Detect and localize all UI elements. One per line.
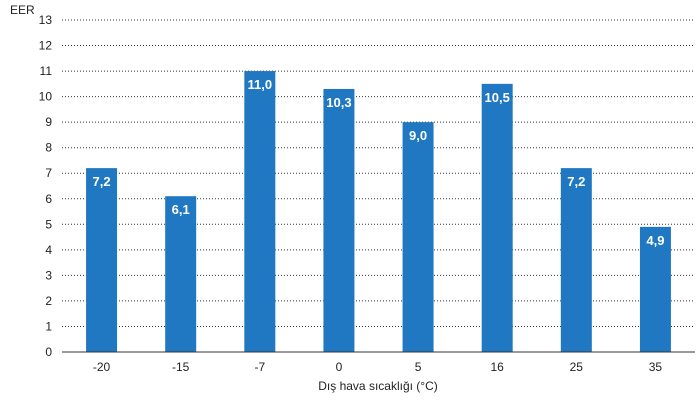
y-tick-label: 5 bbox=[45, 217, 52, 231]
x-tick-label: 5 bbox=[415, 360, 422, 374]
y-axis-title: EER bbox=[10, 3, 35, 17]
bar-value-label: 10,5 bbox=[485, 90, 510, 105]
bar bbox=[402, 122, 434, 353]
bar bbox=[481, 83, 513, 352]
y-tick-label: 2 bbox=[45, 294, 52, 308]
bar-value-labels: 7,2 6,1 11,0 10,3 9,0 10,5 7,2 4,9 bbox=[93, 77, 665, 248]
x-tick-label: -15 bbox=[172, 360, 190, 374]
bar bbox=[86, 168, 118, 352]
x-axis-title: Dış hava sıcaklığı (°C) bbox=[318, 379, 438, 393]
x-tick-label: 35 bbox=[649, 360, 663, 374]
y-tick-label: 13 bbox=[39, 13, 53, 27]
y-tick-label: 8 bbox=[45, 141, 52, 155]
x-tick-label: -7 bbox=[254, 360, 265, 374]
bar bbox=[639, 226, 671, 352]
y-tick-label: 4 bbox=[45, 243, 52, 257]
y-tick-label: 9 bbox=[45, 115, 52, 129]
y-tick-label: 6 bbox=[45, 192, 52, 206]
bar-value-label: 4,9 bbox=[646, 233, 664, 248]
bar-value-label: 9,0 bbox=[409, 128, 427, 143]
y-tick-label: 3 bbox=[45, 268, 52, 282]
bar bbox=[323, 88, 355, 352]
x-tick-label: 16 bbox=[491, 360, 505, 374]
gridlines bbox=[62, 19, 695, 327]
x-tick-label: 0 bbox=[336, 360, 343, 374]
bar-value-label: 10,3 bbox=[326, 95, 351, 110]
y-tick-label: 1 bbox=[45, 319, 52, 333]
y-tick-label: 10 bbox=[39, 90, 53, 104]
bars bbox=[86, 71, 671, 353]
bar-value-label: 11,0 bbox=[248, 77, 273, 92]
x-axis-ticks: -20 -15 -7 0 5 16 25 35 bbox=[93, 360, 663, 374]
bar bbox=[165, 196, 197, 352]
bar-value-label: 7,2 bbox=[567, 174, 585, 189]
y-tick-label: 12 bbox=[39, 39, 53, 53]
bar bbox=[244, 71, 276, 353]
x-tick-label: -20 bbox=[93, 360, 111, 374]
y-tick-label: 0 bbox=[45, 345, 52, 359]
bar-value-label: 7,2 bbox=[93, 174, 111, 189]
bar bbox=[560, 168, 592, 352]
y-tick-label: 11 bbox=[40, 64, 53, 78]
bar-value-label: 6,1 bbox=[172, 202, 190, 217]
x-tick-label: 25 bbox=[570, 360, 584, 374]
y-tick-label: 7 bbox=[45, 166, 52, 180]
